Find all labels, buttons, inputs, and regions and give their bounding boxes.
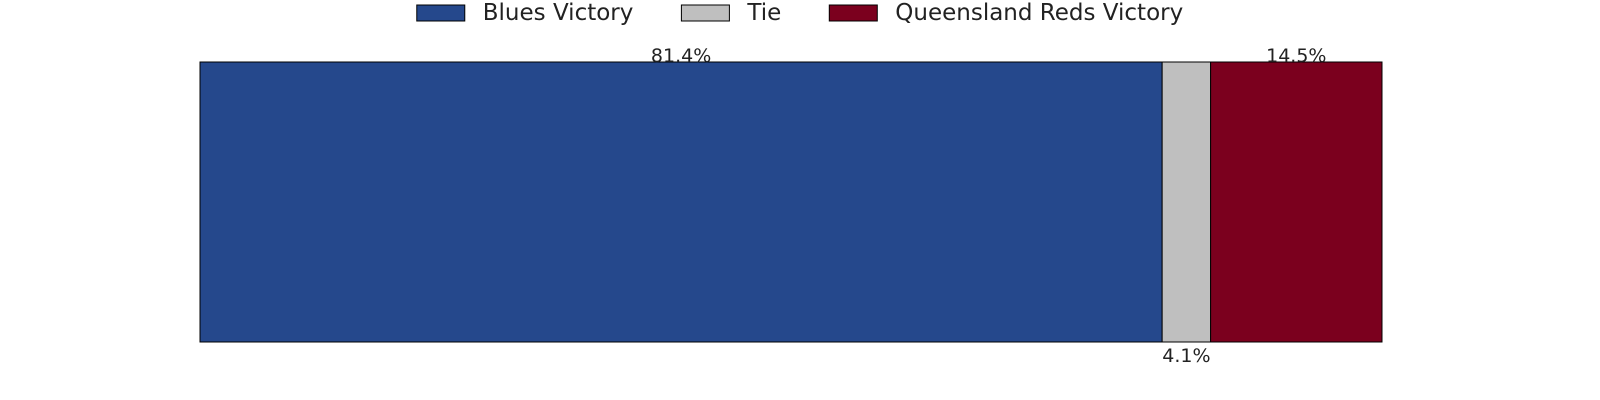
legend-swatch — [416, 4, 466, 22]
data-labels: 81.4% 4.1% 14.5% — [651, 45, 1327, 367]
legend-item-tie: Tie — [680, 0, 781, 26]
bar-segment-queensland-reds-victory — [1210, 61, 1383, 343]
bar-track — [199, 61, 1383, 343]
bar-segment-tie — [1161, 61, 1212, 343]
legend-label: Tie — [746, 0, 781, 26]
legend: Blues Victory Tie Queensland Reds Victory — [416, 0, 1183, 26]
legend-label: Blues Victory — [483, 0, 634, 26]
legend-swatch — [680, 4, 730, 22]
legend-item-blues-victory: Blues Victory — [416, 0, 634, 26]
legend-item-queensland-reds-victory: Queensland Reds Victory — [828, 0, 1183, 26]
data-label-tie: 4.1% — [1162, 345, 1210, 367]
data-label-blues-victory: 81.4% — [651, 45, 711, 67]
bar-segment-blues-victory — [199, 61, 1163, 343]
legend-swatch — [828, 4, 878, 22]
data-label-queensland-reds-victory: 14.5% — [1266, 45, 1326, 67]
legend-label: Queensland Reds Victory — [895, 0, 1183, 26]
